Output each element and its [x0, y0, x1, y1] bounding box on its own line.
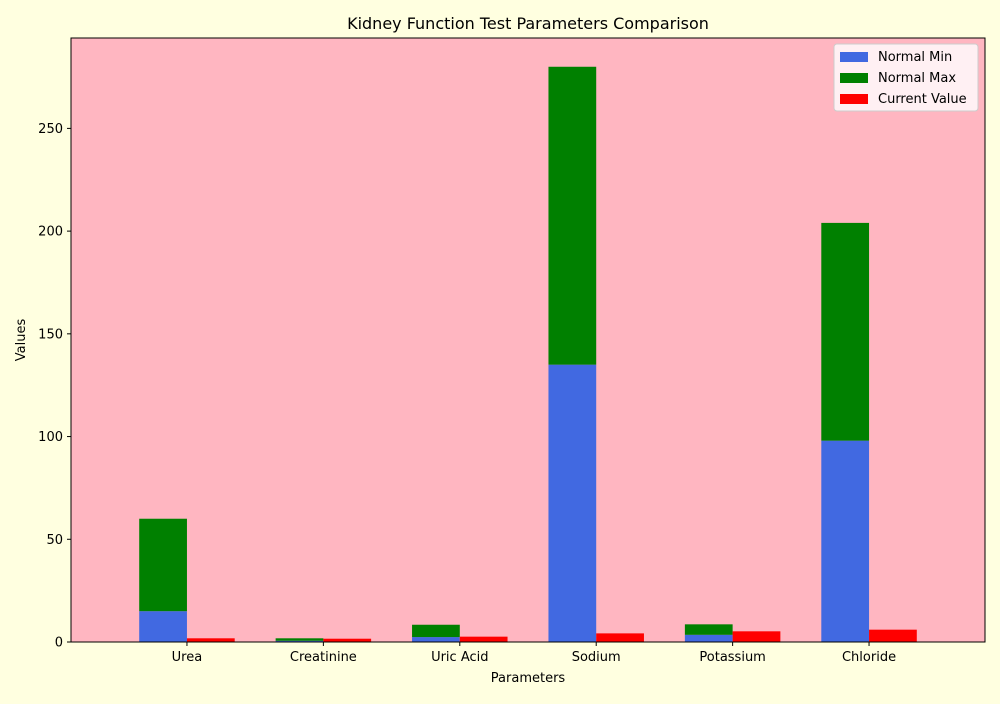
y-tick-label-0: 0	[55, 636, 63, 651]
bar-normal-max-chloride	[821, 222, 870, 441]
x-tick-label-creatinine: Creatinine	[290, 650, 357, 665]
legend-label-normal-min: Normal Min	[878, 50, 952, 65]
x-axis-label: Parameters	[491, 671, 566, 686]
y-tick-label-50: 50	[46, 533, 63, 548]
legend-swatch-normal-min	[840, 52, 868, 62]
bar-normal-max-potassium	[684, 624, 733, 635]
legend-swatch-current-value	[840, 94, 868, 104]
legend: Normal Min Normal Max Current Value	[833, 43, 979, 112]
bar-current-value-uric-acid	[459, 636, 508, 642]
bar-normal-max-urea	[139, 518, 187, 612]
x-tick-label-chloride: Chloride	[842, 650, 896, 665]
y-axis: 0 50 100 150 200 250	[38, 122, 71, 651]
y-tick-label-150: 150	[38, 327, 63, 342]
bar-normal-min-creatinine	[275, 640, 324, 642]
bar-current-value-urea	[186, 638, 235, 642]
y-tick-label-200: 200	[38, 225, 63, 240]
x-tick-label-uric-acid: Uric Acid	[431, 650, 488, 665]
bar-current-value-creatinine	[323, 638, 372, 642]
y-tick-label-250: 250	[38, 122, 63, 137]
x-tick-label-urea: Urea	[172, 650, 203, 665]
bars-group	[139, 66, 917, 642]
bar-normal-min-urea	[139, 611, 187, 642]
legend-frame	[833, 43, 979, 112]
bar-normal-min-chloride	[821, 440, 870, 642]
bar-normal-max-creatinine	[275, 638, 324, 641]
x-axis: Urea Creatinine Uric Acid Sodium Potassium Ch…	[172, 642, 896, 665]
bar-current-value-chloride	[869, 629, 917, 642]
legend-swatch-normal-max	[840, 73, 868, 83]
plot-frame	[70, 37, 986, 643]
x-tick-label-potassium: Potassium	[699, 650, 765, 665]
bar-normal-min-potassium	[684, 634, 733, 642]
bar-current-value-sodium	[596, 633, 644, 642]
legend-label-normal-max: Normal Max	[878, 71, 956, 86]
x-tick-label-sodium: Sodium	[572, 650, 621, 665]
bar-normal-max-uric-acid	[412, 624, 460, 638]
y-tick-label-100: 100	[38, 430, 63, 445]
chart-title: Kidney Function Test Parameters Comparis…	[347, 14, 709, 33]
legend-label-current-value: Current Value	[878, 92, 967, 107]
y-axis-label: Values	[14, 319, 29, 362]
bar-normal-min-uric-acid	[412, 637, 460, 642]
bar-normal-max-sodium	[548, 66, 597, 365]
bar-current-value-potassium	[732, 631, 781, 642]
bar-normal-min-sodium	[548, 364, 597, 642]
